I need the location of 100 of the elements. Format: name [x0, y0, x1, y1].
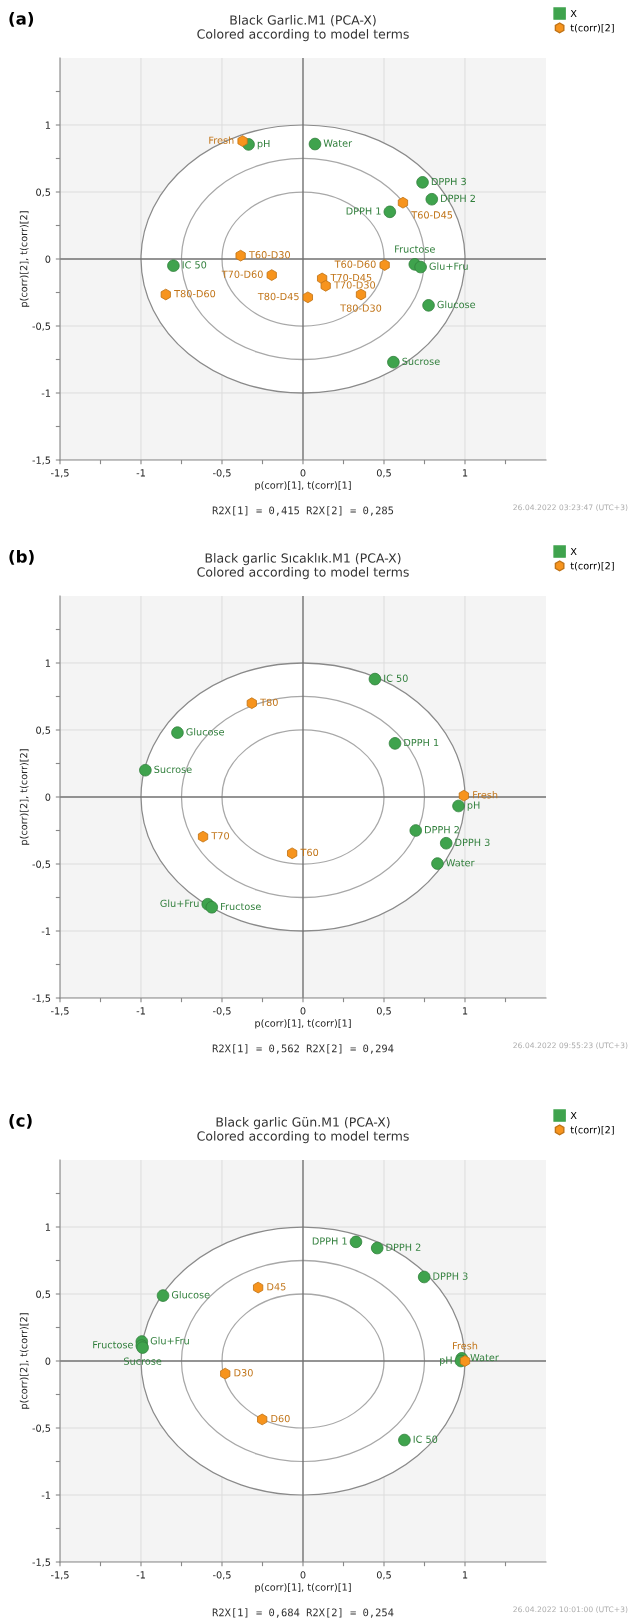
x-tick-label: -1: [136, 1571, 145, 1579]
data-label: Fructose: [221, 902, 261, 911]
text: R2X[1] = 0,684 R2X[2] = 0,254: [212, 1608, 394, 1618]
data-label: T70: [211, 832, 230, 840]
y-tick-label: -1,5: [32, 456, 51, 465]
text: (a): [9, 11, 34, 27]
data-label: IC 50: [413, 1435, 438, 1443]
data-label: D45: [267, 1283, 286, 1291]
data-label: DPPH 1: [312, 1237, 347, 1245]
data-label: Water: [446, 859, 475, 867]
x-tick-label: 0: [300, 1571, 306, 1579]
data-label: Water: [470, 1353, 499, 1362]
y-tick-label: -1: [41, 927, 51, 935]
data-label: DPPH 1: [346, 207, 381, 215]
y-tick-label: 0,5: [36, 188, 51, 197]
data-label: Water: [323, 139, 353, 147]
x-tick-label: -1: [136, 1007, 145, 1015]
data-label: Glucose: [171, 1290, 210, 1299]
chart-title: Black garlic Sıcaklık.M1 (PCA-X): [205, 553, 401, 566]
y-tick-label: 0,5: [36, 1290, 51, 1299]
data-label: Fructose: [93, 1341, 133, 1349]
data-label: pH: [257, 140, 270, 150]
data-label: T80-D60: [174, 289, 216, 298]
data-label: T80-D30: [340, 304, 382, 312]
legend-label: X: [570, 1111, 577, 1120]
y-tick-label: 0: [45, 255, 51, 263]
data-label: T70-D30: [333, 281, 376, 289]
y-tick-label: 1: [45, 1223, 51, 1231]
data-label: Fresh: [473, 790, 498, 799]
data-label: Glu+Fru: [429, 262, 468, 270]
data-label: Glu+Fru: [150, 1336, 189, 1345]
y-tick-label: -0,5: [32, 1424, 51, 1433]
x-tick-label: 0: [300, 1007, 306, 1015]
x-tick-label: 1: [462, 469, 468, 477]
y-tick-label: -1,5: [32, 994, 51, 1003]
chart-subtitle: Colored according to model terms: [197, 29, 409, 42]
data-label: pH: [440, 1356, 452, 1366]
y-tick-label: -0,5: [32, 322, 51, 331]
x-axis-title: p(corr)[1], t(corr)[1]: [255, 481, 351, 491]
data-label: T60-D60: [334, 260, 376, 268]
y-axis-title: p(corr)[2], t(corr)[2]: [19, 211, 30, 307]
data-label: IC 50: [384, 674, 408, 682]
data-label: T80-D45: [257, 292, 299, 301]
data-label: pH: [467, 801, 480, 811]
legend-label: t(corr)[2]: [570, 23, 614, 33]
y-tick-label: -0,5: [32, 860, 51, 869]
data-label: Fresh: [453, 1341, 478, 1350]
x-tick-label: -1: [136, 469, 145, 477]
x-tick-label: 1: [462, 1007, 468, 1015]
x-tick-label: -0,5: [212, 1571, 231, 1580]
x-tick-label: -0,5: [212, 1007, 231, 1016]
y-tick-label: 0: [45, 793, 51, 801]
y-tick-label: -1,5: [32, 1558, 51, 1567]
chart-subtitle: Colored according to model terms: [197, 567, 409, 580]
text: (c): [9, 1113, 32, 1129]
data-label: Sucrose: [124, 1357, 162, 1365]
x-tick-label: 0,5: [376, 1007, 391, 1016]
data-label: DPPH 2: [441, 194, 475, 202]
x-tick-label: 0,5: [376, 469, 391, 478]
y-tick-label: -1: [41, 389, 51, 397]
data-label: T80: [260, 698, 278, 707]
data-label: Glu+Fru: [160, 899, 199, 908]
text: (b): [9, 549, 34, 565]
y-tick-label: -1: [41, 1491, 51, 1499]
legend-label: t(corr)[2]: [570, 561, 614, 571]
data-label: T60-D30: [248, 251, 290, 259]
data-label: DPPH 3: [455, 838, 490, 847]
data-label: D30: [234, 1369, 253, 1377]
data-label: Glucose: [437, 300, 476, 309]
data-label: Glucose: [186, 727, 224, 736]
data-label: Fresh: [209, 136, 234, 144]
data-label: DPPH 3: [431, 177, 466, 186]
x-axis-title: p(corr)[1], t(corr)[1]: [255, 1583, 351, 1593]
data-label: T60: [300, 848, 319, 857]
x-tick-label: -0,5: [212, 469, 231, 478]
x-tick-label: 1: [462, 1571, 468, 1579]
legend-label: t(corr)[2]: [570, 1125, 614, 1135]
text: R2X[1] = 0,562 R2X[2] = 0,294: [212, 1044, 394, 1054]
text: R2X[1] = 0,415 R2X[2] = 0,285: [212, 506, 394, 516]
chart-title: Black Garlic.M1 (PCA-X): [230, 15, 376, 27]
data-label: DPPH 2: [425, 825, 459, 834]
data-label: IC 50: [182, 261, 207, 269]
data-label: T60-D45: [411, 211, 453, 219]
data-label: Sucrose: [154, 765, 192, 774]
data-label: Sucrose: [402, 357, 440, 365]
y-axis-title: p(corr)[2], t(corr)[2]: [19, 749, 30, 845]
data-label: DPPH 1: [404, 738, 439, 747]
y-axis-title: p(corr)[2], t(corr)[2]: [19, 1313, 30, 1409]
chart-title: Black garlic Gün.M1 (PCA-X): [216, 1117, 390, 1130]
y-tick-label: 1: [45, 659, 51, 667]
legend-label: X: [570, 9, 577, 18]
data-label: DPPH 2: [386, 1243, 421, 1251]
x-tick-label: 0: [300, 469, 306, 477]
x-axis-title: p(corr)[1], t(corr)[1]: [255, 1019, 351, 1029]
y-tick-label: 1: [45, 121, 51, 129]
chart-subtitle: Colored according to model terms: [197, 1131, 409, 1144]
data-label: Fructose: [395, 245, 435, 253]
data-label: T70-D45: [330, 273, 372, 282]
x-tick-label: 0,5: [376, 1571, 391, 1580]
legend-label: X: [570, 547, 577, 556]
